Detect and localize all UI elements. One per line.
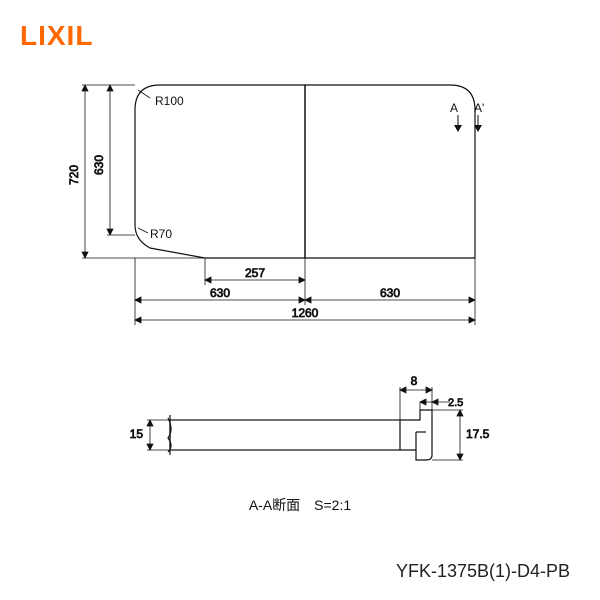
svg-text:257: 257: [245, 266, 265, 280]
section-marks: A A': [450, 101, 484, 132]
svg-text:630: 630: [380, 286, 400, 300]
svg-text:630: 630: [92, 155, 106, 175]
svg-text:720: 720: [67, 165, 81, 185]
r70-label: R70: [150, 227, 172, 241]
svg-text:A: A: [450, 101, 458, 115]
brand-logo: LIXIL: [20, 20, 93, 52]
r100-label: R100: [155, 94, 184, 108]
svg-text:8: 8: [411, 374, 418, 388]
section-view-svg: 8 2.5 15 17.5 A-A断面 S=2:1: [130, 360, 530, 530]
svg-text:1260: 1260: [292, 306, 319, 320]
technical-drawing: R100 R70 A A' 720 630: [50, 70, 550, 550]
svg-text:2.5: 2.5: [448, 397, 463, 409]
svg-text:15: 15: [130, 427, 143, 441]
part-number: YFK-1375B(1)-D4-PB: [396, 561, 570, 582]
svg-text:17.5: 17.5: [466, 427, 490, 441]
section-scale-note: A-A断面 S=2:1: [249, 497, 352, 513]
top-view-svg: R100 R70 A A' 720 630: [50, 70, 550, 330]
svg-text:A': A': [474, 101, 484, 115]
svg-text:630: 630: [210, 286, 230, 300]
